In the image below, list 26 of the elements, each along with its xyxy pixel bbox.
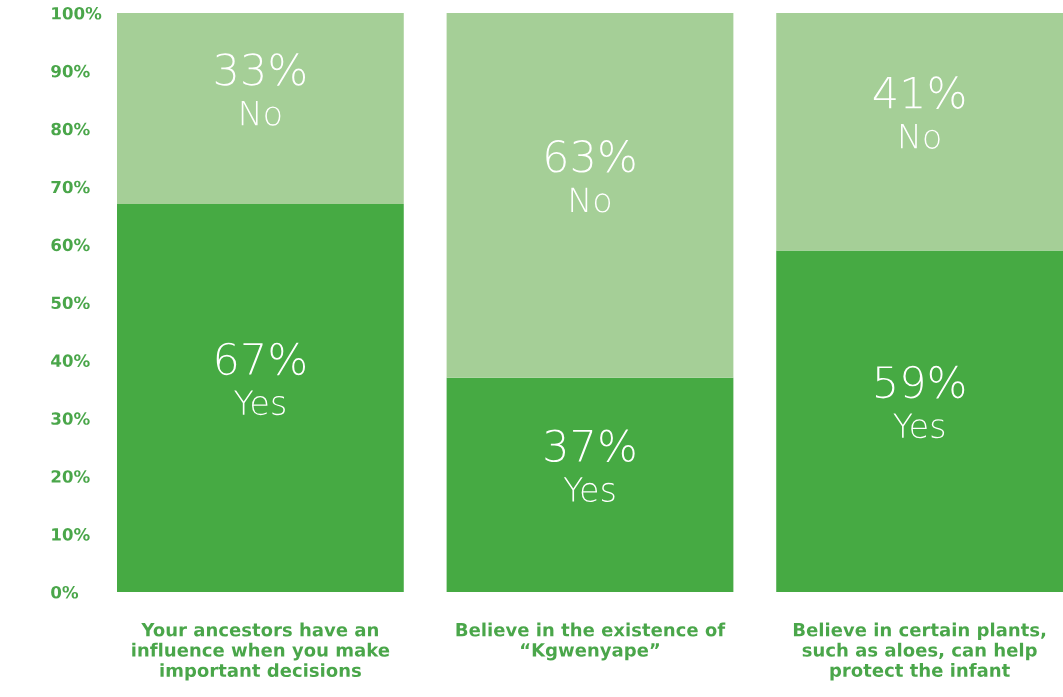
- text: Yes: [234, 390, 285, 416]
- data-label: 33%: [215, 53, 306, 86]
- y-tick-label: 40%: [51, 354, 90, 367]
- y-tick-label: 70%: [51, 180, 90, 194]
- data-label: 67%: [216, 342, 306, 376]
- data-label: 63%: [546, 140, 635, 173]
- y-tick-label: 50%: [51, 296, 90, 310]
- y-tick-label: 10%: [52, 528, 90, 541]
- data-label: 41%: [873, 76, 965, 109]
- text: No: [900, 124, 940, 149]
- y-tick-label: 100%: [52, 6, 102, 20]
- x-tick-label: Your ancestors have an influence when you make important decisions: [132, 622, 390, 681]
- data-label: 37%: [545, 429, 635, 463]
- y-tick-label: 80%: [51, 122, 90, 136]
- data-label: 59%: [876, 365, 965, 399]
- text: Yes: [893, 413, 945, 439]
- y-tick-label: 20%: [51, 470, 90, 483]
- y-tick-label: 30%: [51, 412, 90, 425]
- y-tick-label: 60%: [51, 238, 90, 252]
- y-tick-label: 0%: [51, 585, 79, 599]
- y-tick-label: 90%: [51, 64, 90, 78]
- text: No: [571, 187, 611, 213]
- series-label: No: [241, 100, 281, 126]
- series-label: Yes: [563, 477, 615, 502]
- x-tick-label: Believe in the existence of “Kgwenyape”: [456, 622, 726, 661]
- x-tick-label: Believe in certain plants, such as aloes, can help protect the infant: [793, 622, 1046, 681]
